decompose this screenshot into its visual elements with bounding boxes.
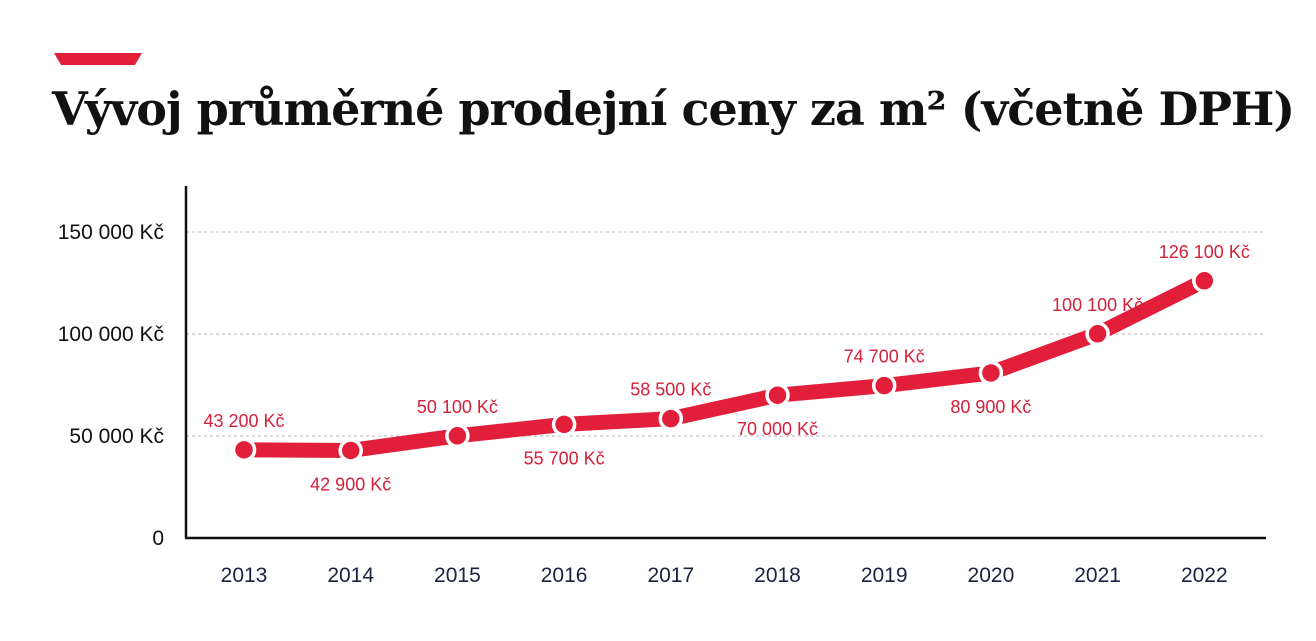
data-point bbox=[658, 406, 684, 431]
data-point bbox=[231, 437, 257, 463]
data-label: 100 100 Kč bbox=[1052, 295, 1143, 315]
data-point bbox=[1085, 321, 1110, 347]
data-label: 80 900 Kč bbox=[950, 397, 1031, 417]
y-tick-label: 0 bbox=[152, 527, 164, 550]
data-point bbox=[445, 423, 470, 449]
x-tick-label: 2014 bbox=[327, 564, 374, 587]
data-label: 126 100 Kč bbox=[1159, 242, 1250, 262]
data-label: 58 500 Kč bbox=[630, 380, 711, 400]
x-tick-label: 2019 bbox=[861, 564, 908, 587]
x-tick-label: 2021 bbox=[1074, 564, 1121, 587]
x-tick-label: 2020 bbox=[968, 564, 1015, 587]
x-tick-label: 2018 bbox=[754, 564, 801, 587]
data-label: 50 100 Kč bbox=[417, 397, 498, 417]
data-point bbox=[978, 360, 1004, 386]
price-series bbox=[231, 268, 1217, 463]
data-label: 55 700 Kč bbox=[524, 448, 605, 468]
data-label: 74 700 Kč bbox=[844, 347, 925, 367]
series-line bbox=[236, 273, 1212, 458]
data-point bbox=[765, 382, 790, 408]
data-label: 43 200 Kč bbox=[203, 411, 284, 431]
data-labels: 43 200 Kč 42 900 Kč 50 100 Kč 55 700 Kč 58 5… bbox=[203, 242, 1249, 495]
chart-title: Vývoj průměrné prodejní ceny za m² (včet… bbox=[52, 82, 1295, 136]
data-point bbox=[1192, 268, 1217, 294]
data-point bbox=[871, 373, 897, 398]
data-label: 42 900 Kč bbox=[310, 474, 391, 494]
axes bbox=[184, 186, 1266, 540]
x-tick-label: 2015 bbox=[434, 564, 481, 587]
data-point bbox=[338, 438, 363, 463]
x-tick-label: 2013 bbox=[221, 564, 268, 587]
x-tick-label: 2022 bbox=[1181, 564, 1228, 587]
x-tick-label: 2017 bbox=[647, 564, 694, 587]
y-tick-labels: 0 50 000 Kč 100 000 Kč 150 000 Kč bbox=[58, 221, 164, 550]
data-point bbox=[551, 412, 577, 437]
title-accent-bar bbox=[54, 53, 142, 65]
y-tick-label: 50 000 Kč bbox=[69, 425, 164, 448]
y-tick-label: 150 000 Kč bbox=[58, 221, 164, 244]
x-tick-labels: 2013 2014 2015 2016 2017 2018 2019 2020 2021 2022 bbox=[221, 564, 1228, 587]
data-label: 70 000 Kč bbox=[737, 419, 818, 439]
y-tick-label: 100 000 Kč bbox=[58, 323, 164, 346]
x-tick-label: 2016 bbox=[541, 564, 588, 587]
